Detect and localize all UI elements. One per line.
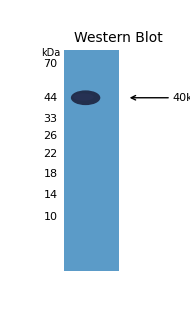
Ellipse shape (73, 93, 94, 101)
Text: 10: 10 (44, 212, 58, 222)
Text: 26: 26 (44, 131, 58, 141)
Text: 22: 22 (43, 149, 58, 159)
Text: Western Blot: Western Blot (74, 32, 162, 45)
Text: 18: 18 (44, 169, 58, 179)
Ellipse shape (71, 90, 100, 105)
Text: 40kDa: 40kDa (173, 93, 190, 103)
Text: 44: 44 (43, 93, 58, 103)
Text: 14: 14 (44, 190, 58, 200)
Text: kDa: kDa (41, 48, 61, 58)
Text: 70: 70 (44, 59, 58, 70)
Text: 33: 33 (44, 114, 58, 124)
Bar (63, 50, 120, 271)
